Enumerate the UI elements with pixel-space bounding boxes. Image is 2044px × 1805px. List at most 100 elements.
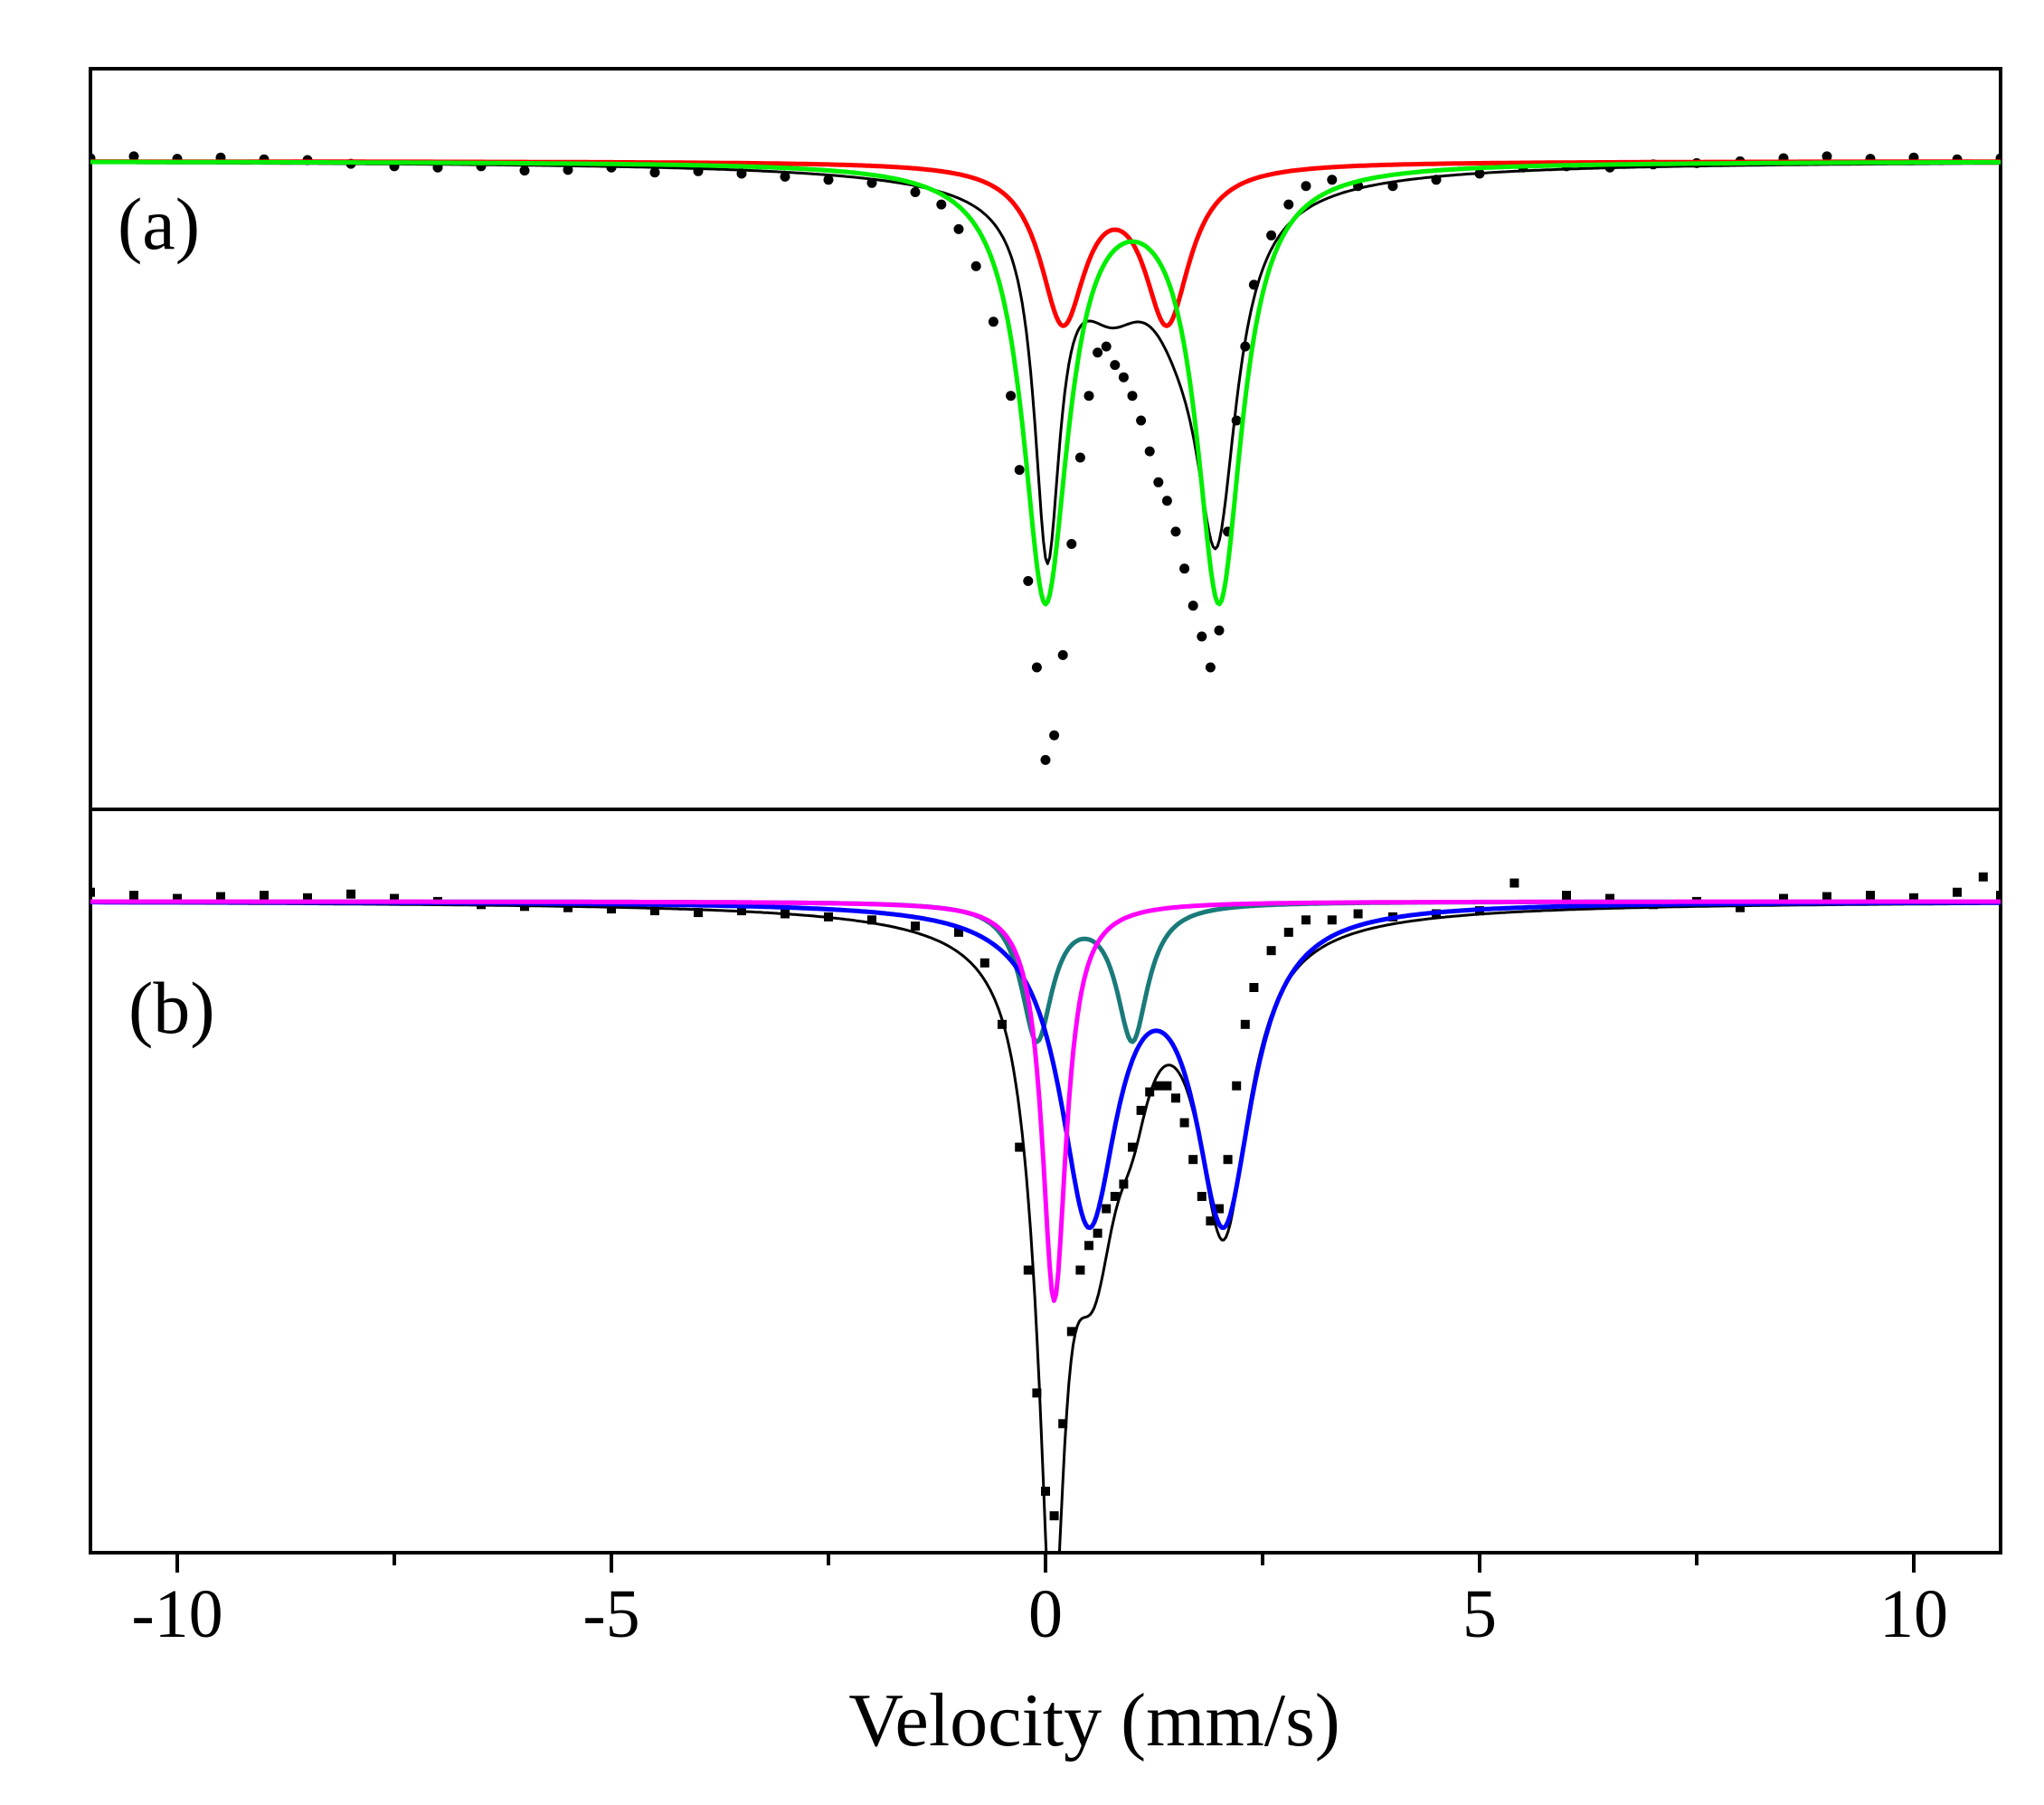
panel-b-data-point: [607, 904, 616, 914]
panel-b-data-point: [346, 889, 355, 899]
panel-b-data-point: [129, 891, 138, 901]
panel-b-data-point: [1075, 1265, 1085, 1275]
panel-a-data-point: [1136, 415, 1147, 426]
panel-b-data-point: [1327, 915, 1337, 925]
panel-a-data-point: [1144, 446, 1155, 457]
panel-a-data-point: [1170, 526, 1181, 537]
panel-b-data-point: [1049, 1511, 1059, 1521]
panel-b-data-point: [1301, 915, 1311, 925]
panel-b-data-point: [1153, 1081, 1163, 1091]
panel-b-data-point: [1240, 1019, 1250, 1029]
panel-a-data-point: [1205, 662, 1216, 673]
panel-a-data-point: [823, 175, 834, 185]
x-tick-label: -5: [582, 1576, 639, 1652]
panel-b-data-point: [1232, 1081, 1242, 1091]
panel-b-data-point: [694, 908, 703, 918]
panel-a-data-point: [1040, 754, 1051, 765]
panel-b-data-point: [1084, 1241, 1093, 1251]
panel-b-data-point: [173, 893, 182, 903]
panel-b-data-point: [1909, 893, 1918, 902]
panel-a-data-point: [1822, 151, 1832, 162]
panel-b-data-point: [1283, 927, 1293, 937]
panel-b-data-point: [1128, 1142, 1137, 1152]
panel-b: (b): [89, 808, 2002, 1555]
panel-a-data-point: [970, 260, 981, 271]
panel-a-data-point: [1014, 465, 1025, 476]
panel-a-total-fit-line: [90, 161, 2001, 565]
panel-a-data-point: [1266, 230, 1277, 241]
panel-a-data-point: [128, 151, 139, 162]
panel-a-green-doublet-line: [90, 159, 2001, 607]
panel-b-data-point: [90, 887, 95, 897]
panel-b-data-point: [1136, 1105, 1146, 1115]
panel-b-data-point: [1953, 887, 1962, 897]
panel-a-data-point: [1074, 452, 1085, 463]
panel-a-plot-area: [90, 151, 2001, 765]
panel-a-data-point: [1057, 649, 1068, 660]
panel-a-data-point: [1031, 662, 1042, 673]
panel-b-data-point: [1266, 946, 1276, 956]
panel-b-data-point: [1110, 1192, 1120, 1201]
panel-b-data-point: [1179, 1118, 1189, 1128]
panel-b-data-point: [1509, 878, 1519, 888]
panel-a-data-point: [1101, 341, 1112, 352]
panel-a-data-point: [780, 171, 790, 182]
x-axis-title: Velocity (mm/s): [848, 1678, 1340, 1762]
panel-b-teal-doublet-line: [90, 899, 2001, 1044]
panel-b-data-point: [650, 906, 659, 916]
panel-b-data-point: [954, 927, 963, 937]
panel-a-data-point: [1283, 199, 1294, 210]
panel-b-data-point: [1822, 892, 1831, 902]
panel-b-data-point: [1206, 1216, 1216, 1226]
panel-b-data-point: [1562, 891, 1571, 901]
panel-a-data-point: [1110, 360, 1121, 371]
panel-b-data-point: [1866, 891, 1875, 901]
panel-b-data-point: [1066, 1327, 1076, 1337]
panel-b-data-point: [1779, 893, 1788, 903]
panel-b-data-point: [1102, 1204, 1112, 1214]
panel-a-data-point: [953, 223, 964, 234]
x-tick-label: 5: [1462, 1576, 1497, 1652]
panel-a-data-point: [1327, 175, 1338, 185]
panel-a-data-point: [1301, 181, 1311, 192]
panel-a-data-point: [936, 199, 947, 210]
x-tick-label: 10: [1879, 1576, 1948, 1652]
panel-a-data-point: [519, 165, 530, 176]
panel-b-data-point: [1032, 1388, 1042, 1398]
panel-b-data-point: [1023, 1265, 1033, 1275]
panel-a-data-point: [1066, 539, 1077, 549]
panel-a-data-point: [563, 165, 573, 175]
panel-b-plot-area: [90, 872, 2001, 1553]
panel-b-data-point: [1015, 1142, 1025, 1152]
panel-b-data-point: [911, 921, 920, 931]
x-axis: -10 -5 0 5 10: [131, 1553, 1948, 1652]
panel-b-data-point: [1978, 872, 1988, 882]
panel-a: (a): [89, 67, 2002, 811]
panel-a-frame: [89, 67, 2002, 811]
panel-b-data-point: [1188, 1155, 1198, 1165]
panel-b-data-point: [1736, 902, 1745, 912]
panel-a-data-point: [1084, 391, 1094, 402]
panel-a-data-point: [1093, 347, 1103, 358]
panel-a-data-point: [649, 167, 660, 178]
panel-a-data-point: [1161, 496, 1172, 506]
panel-b-data-point: [1041, 1487, 1050, 1497]
panel-b-data-point: [216, 892, 225, 902]
panel-b-data-point: [1353, 909, 1363, 919]
panel-a-data-point: [988, 317, 998, 327]
panel-a-data-point: [1188, 600, 1198, 611]
panel-b-label: (b): [128, 967, 215, 1049]
panel-a-data-point: [1006, 391, 1017, 402]
panel-b-data-point: [260, 891, 269, 901]
panel-b-data-point: [1223, 1155, 1233, 1165]
panel-a-data-point: [1127, 391, 1138, 402]
panel-a-data-point: [1197, 631, 1207, 642]
panel-b-data-point: [1996, 891, 2001, 901]
panel-b-data-point: [1162, 1081, 1172, 1091]
panel-a-data-point: [1214, 625, 1225, 636]
panel-a-label: (a): [118, 183, 200, 265]
panel-a-data-point: [1023, 576, 1034, 586]
panel-b-data-point: [998, 1019, 1007, 1029]
